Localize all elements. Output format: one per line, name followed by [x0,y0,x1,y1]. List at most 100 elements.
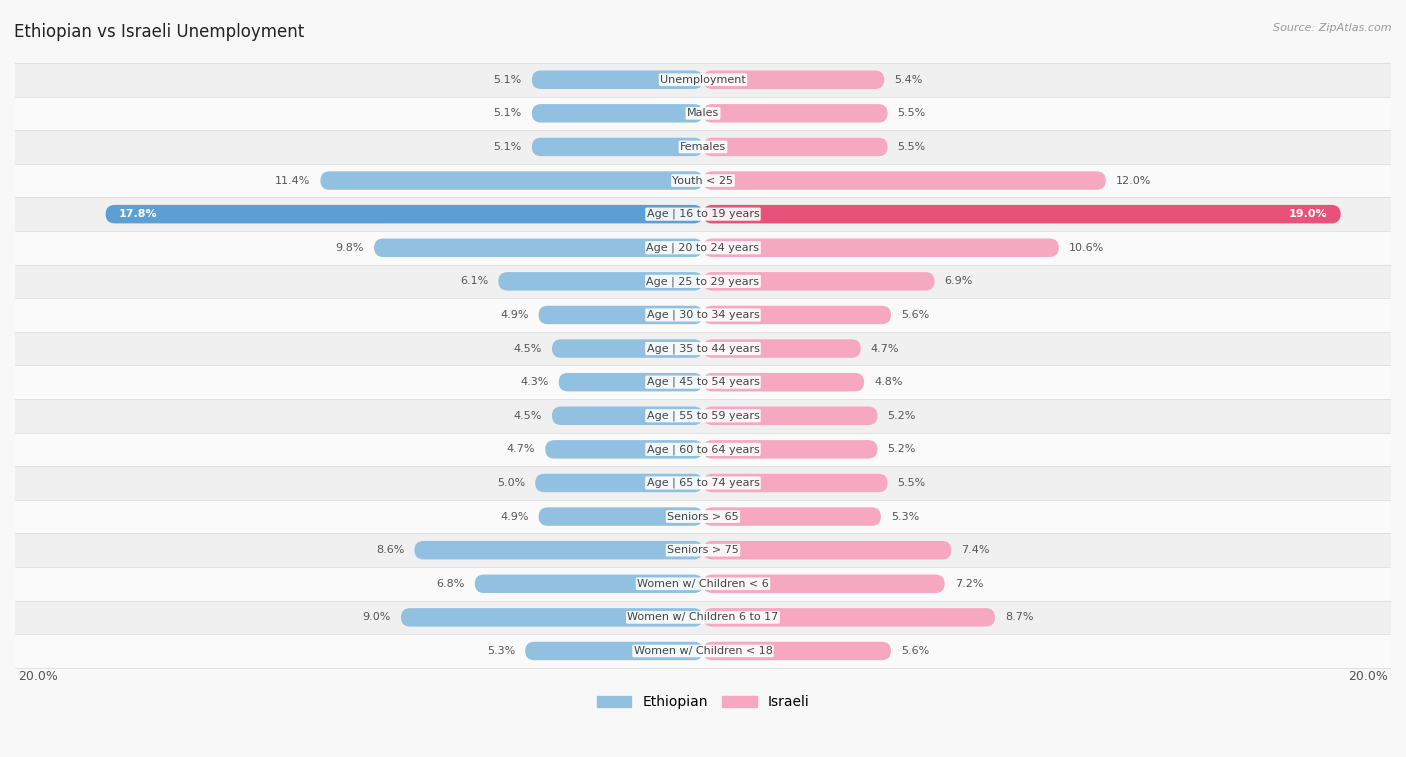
FancyBboxPatch shape [374,238,703,257]
FancyBboxPatch shape [321,171,703,190]
Text: 11.4%: 11.4% [276,176,311,185]
Text: 8.6%: 8.6% [375,545,405,555]
Bar [15,264,1391,298]
Text: 8.7%: 8.7% [1005,612,1033,622]
FancyBboxPatch shape [703,575,945,593]
Text: 5.1%: 5.1% [494,108,522,118]
FancyBboxPatch shape [553,339,703,358]
Text: Females: Females [681,142,725,152]
Bar [15,634,1391,668]
Bar [15,97,1391,130]
Text: Age | 45 to 54 years: Age | 45 to 54 years [647,377,759,388]
Text: 5.5%: 5.5% [897,478,927,488]
Text: 4.8%: 4.8% [875,377,903,387]
FancyBboxPatch shape [703,407,877,425]
Text: 5.3%: 5.3% [891,512,920,522]
Text: Women w/ Children 6 to 17: Women w/ Children 6 to 17 [627,612,779,622]
Text: Age | 30 to 34 years: Age | 30 to 34 years [647,310,759,320]
Text: Males: Males [688,108,718,118]
FancyBboxPatch shape [703,642,891,660]
Text: 4.7%: 4.7% [506,444,536,454]
FancyBboxPatch shape [531,70,703,89]
FancyBboxPatch shape [703,70,884,89]
FancyBboxPatch shape [531,104,703,123]
FancyBboxPatch shape [703,373,865,391]
Text: Women w/ Children < 6: Women w/ Children < 6 [637,579,769,589]
Text: 5.4%: 5.4% [894,75,922,85]
Text: 5.2%: 5.2% [887,411,915,421]
Bar [15,500,1391,534]
FancyBboxPatch shape [703,171,1105,190]
FancyBboxPatch shape [703,440,877,459]
Text: 4.9%: 4.9% [501,512,529,522]
Text: Seniors > 65: Seniors > 65 [668,512,738,522]
FancyBboxPatch shape [475,575,703,593]
Text: Youth < 25: Youth < 25 [672,176,734,185]
Text: 5.1%: 5.1% [494,142,522,152]
FancyBboxPatch shape [538,507,703,526]
Text: 10.6%: 10.6% [1069,243,1104,253]
Text: 6.1%: 6.1% [460,276,488,286]
FancyBboxPatch shape [498,272,703,291]
Text: 4.5%: 4.5% [513,344,541,354]
Bar [15,466,1391,500]
Text: 4.5%: 4.5% [513,411,541,421]
Bar [15,298,1391,332]
FancyBboxPatch shape [703,306,891,324]
FancyBboxPatch shape [703,272,935,291]
Bar [15,198,1391,231]
FancyBboxPatch shape [703,104,887,123]
Bar [15,332,1391,366]
Text: 7.2%: 7.2% [955,579,983,589]
FancyBboxPatch shape [524,642,703,660]
Text: Seniors > 75: Seniors > 75 [666,545,740,555]
Text: Unemployment: Unemployment [661,75,745,85]
FancyBboxPatch shape [703,608,995,627]
Bar [15,432,1391,466]
Text: Women w/ Children < 18: Women w/ Children < 18 [634,646,772,656]
Text: 5.1%: 5.1% [494,75,522,85]
Text: 5.6%: 5.6% [901,310,929,320]
Bar [15,567,1391,600]
Text: Age | 25 to 29 years: Age | 25 to 29 years [647,276,759,287]
Text: Age | 55 to 59 years: Age | 55 to 59 years [647,410,759,421]
Text: 6.8%: 6.8% [436,579,465,589]
Bar [15,600,1391,634]
Bar [15,231,1391,264]
Text: Age | 16 to 19 years: Age | 16 to 19 years [647,209,759,220]
Text: 17.8%: 17.8% [120,209,157,219]
FancyBboxPatch shape [703,507,882,526]
FancyBboxPatch shape [703,205,1341,223]
Text: 4.3%: 4.3% [520,377,548,387]
Bar [15,399,1391,432]
Text: 7.4%: 7.4% [962,545,990,555]
FancyBboxPatch shape [415,541,703,559]
Text: 19.0%: 19.0% [1289,209,1327,219]
FancyBboxPatch shape [546,440,703,459]
Text: 5.3%: 5.3% [486,646,515,656]
Bar [15,164,1391,198]
Text: 5.5%: 5.5% [897,142,927,152]
Text: Source: ZipAtlas.com: Source: ZipAtlas.com [1274,23,1392,33]
FancyBboxPatch shape [703,541,952,559]
Text: Age | 65 to 74 years: Age | 65 to 74 years [647,478,759,488]
Text: 9.0%: 9.0% [363,612,391,622]
Text: 5.0%: 5.0% [496,478,524,488]
Text: 9.8%: 9.8% [336,243,364,253]
Text: 4.7%: 4.7% [870,344,900,354]
Bar [15,534,1391,567]
FancyBboxPatch shape [553,407,703,425]
Legend: Ethiopian, Israeli: Ethiopian, Israeli [591,690,815,715]
Text: Ethiopian vs Israeli Unemployment: Ethiopian vs Israeli Unemployment [14,23,304,41]
FancyBboxPatch shape [536,474,703,492]
FancyBboxPatch shape [538,306,703,324]
Text: Age | 60 to 64 years: Age | 60 to 64 years [647,444,759,455]
FancyBboxPatch shape [703,474,887,492]
Text: 4.9%: 4.9% [501,310,529,320]
Text: 5.5%: 5.5% [897,108,927,118]
FancyBboxPatch shape [401,608,703,627]
Bar [15,366,1391,399]
FancyBboxPatch shape [703,339,860,358]
FancyBboxPatch shape [105,205,703,223]
FancyBboxPatch shape [703,238,1059,257]
